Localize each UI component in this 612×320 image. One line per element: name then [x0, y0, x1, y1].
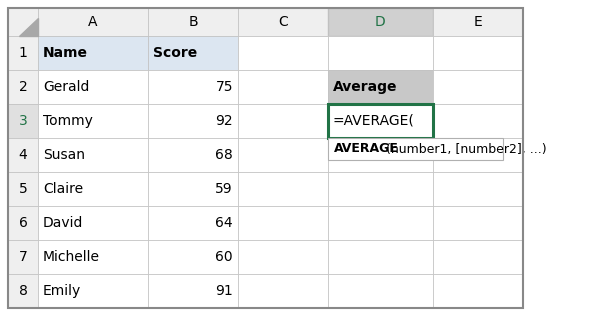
Bar — [148, 172, 238, 206]
Bar — [433, 70, 523, 104]
Bar — [38, 36, 148, 70]
Bar — [433, 104, 523, 138]
Bar — [433, 36, 523, 70]
Text: Score: Score — [153, 46, 197, 60]
Bar — [433, 274, 523, 308]
Text: 5: 5 — [18, 182, 28, 196]
Text: Claire: Claire — [43, 182, 83, 196]
Bar — [148, 36, 238, 70]
Bar — [38, 70, 148, 104]
Bar — [8, 8, 523, 308]
Text: 75: 75 — [215, 80, 233, 94]
Bar — [328, 138, 503, 160]
Bar — [433, 8, 523, 36]
Text: (number1, [number2], ...): (number1, [number2], ...) — [386, 142, 547, 156]
Bar — [328, 36, 433, 70]
Bar — [148, 206, 238, 240]
Bar — [148, 8, 238, 36]
Bar — [238, 240, 328, 274]
Text: 60: 60 — [215, 250, 233, 264]
Bar — [8, 172, 38, 206]
Bar — [38, 274, 148, 308]
Bar — [238, 274, 328, 308]
Text: 6: 6 — [18, 216, 28, 230]
Bar — [8, 104, 38, 138]
Polygon shape — [18, 18, 38, 36]
Text: 3: 3 — [18, 114, 28, 128]
Text: 64: 64 — [215, 216, 233, 230]
Bar — [433, 138, 523, 172]
Text: 59: 59 — [215, 182, 233, 196]
Bar — [433, 206, 523, 240]
Bar — [238, 70, 328, 104]
Bar — [328, 8, 433, 36]
Text: AVERAGE: AVERAGE — [334, 142, 399, 156]
Text: A: A — [88, 15, 98, 29]
Bar — [328, 70, 433, 104]
Bar — [328, 104, 433, 138]
Bar — [328, 240, 433, 274]
Bar — [8, 36, 38, 70]
Bar — [8, 274, 38, 308]
Bar — [328, 172, 433, 206]
Bar — [238, 104, 328, 138]
Text: E: E — [474, 15, 482, 29]
Bar — [148, 138, 238, 172]
Text: Average: Average — [333, 80, 398, 94]
Text: Gerald: Gerald — [43, 80, 89, 94]
Text: C: C — [278, 15, 288, 29]
Bar — [8, 8, 38, 36]
Bar — [238, 172, 328, 206]
Bar — [8, 70, 38, 104]
Bar — [238, 206, 328, 240]
Bar — [8, 138, 38, 172]
Bar — [328, 274, 433, 308]
Bar — [328, 104, 433, 138]
Bar — [433, 172, 523, 206]
Text: Name: Name — [43, 46, 88, 60]
Text: Tommy: Tommy — [43, 114, 93, 128]
Text: 68: 68 — [215, 148, 233, 162]
Text: 91: 91 — [215, 284, 233, 298]
Bar — [8, 206, 38, 240]
Bar — [238, 8, 328, 36]
Bar — [38, 172, 148, 206]
Text: B: B — [188, 15, 198, 29]
Bar — [38, 138, 148, 172]
Text: 92: 92 — [215, 114, 233, 128]
Bar — [148, 240, 238, 274]
Bar — [8, 240, 38, 274]
Bar — [148, 104, 238, 138]
Text: Emily: Emily — [43, 284, 81, 298]
Bar — [38, 8, 148, 36]
Bar — [238, 36, 328, 70]
Text: 8: 8 — [18, 284, 28, 298]
Bar — [38, 240, 148, 274]
Bar — [328, 206, 433, 240]
Bar — [148, 274, 238, 308]
Text: 4: 4 — [18, 148, 28, 162]
Text: D: D — [375, 15, 386, 29]
Bar — [238, 138, 328, 172]
Text: Michelle: Michelle — [43, 250, 100, 264]
Text: 1: 1 — [18, 46, 28, 60]
Text: Susan: Susan — [43, 148, 85, 162]
Bar — [148, 70, 238, 104]
Text: David: David — [43, 216, 83, 230]
Text: 2: 2 — [18, 80, 28, 94]
Bar — [38, 104, 148, 138]
Bar — [38, 206, 148, 240]
Bar — [433, 240, 523, 274]
Text: 7: 7 — [18, 250, 28, 264]
Text: =AVERAGE(: =AVERAGE( — [333, 114, 415, 128]
Bar — [328, 138, 433, 172]
